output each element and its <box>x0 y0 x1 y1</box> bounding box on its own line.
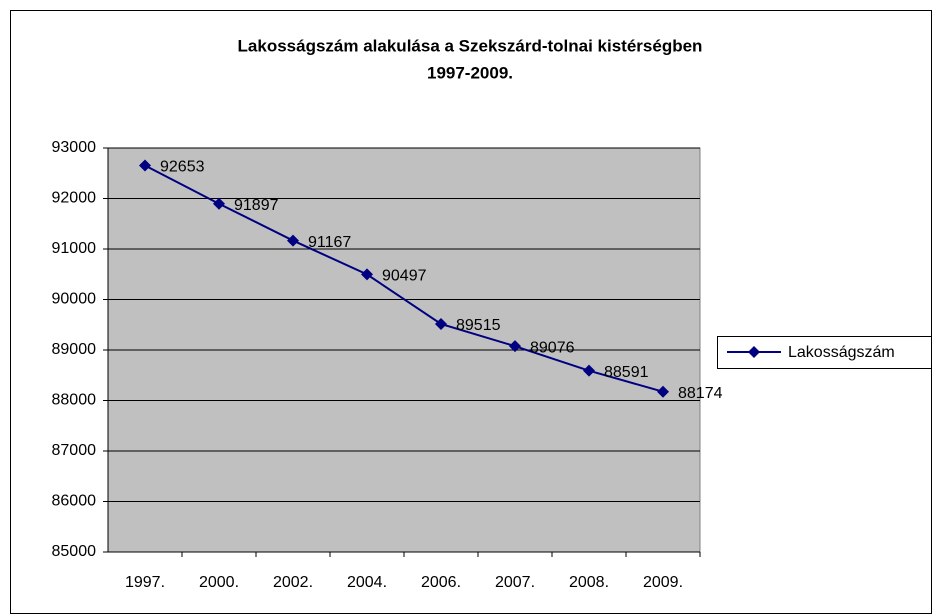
y-tick-label: 91000 <box>52 240 97 257</box>
x-tick-label: 2008. <box>569 574 609 591</box>
x-tick-label: 2002. <box>273 574 313 591</box>
chart-title: Lakosságszám alakulása a Szekszárd-tolna… <box>238 36 703 55</box>
data-label: 89515 <box>456 317 501 334</box>
data-label: 89076 <box>530 339 575 356</box>
data-point <box>287 234 299 247</box>
data-label: 91897 <box>234 197 279 214</box>
data-point <box>583 364 595 377</box>
data-label: 88174 <box>678 385 723 402</box>
data-point <box>361 268 373 281</box>
data-point <box>509 340 521 353</box>
legend-label: Lakosságszám <box>788 344 895 361</box>
data-point <box>657 385 669 398</box>
data-label: 88591 <box>604 364 649 381</box>
x-tick-label: 1997. <box>125 574 165 591</box>
data-label: 90497 <box>382 268 427 285</box>
chart-title: 1997-2009. <box>427 63 513 82</box>
x-tick-label: 2006. <box>421 574 461 591</box>
data-line <box>144 164 664 393</box>
data-label: 92653 <box>160 159 205 176</box>
x-tick-label: 2004. <box>347 574 387 591</box>
data-point <box>435 317 447 330</box>
data-label: 91167 <box>308 234 351 251</box>
y-tick-label: 90000 <box>52 291 97 308</box>
y-tick-label: 92000 <box>52 190 97 207</box>
data-point <box>213 197 225 210</box>
x-tick-label: 2009. <box>643 574 683 591</box>
y-tick-label: 88000 <box>52 392 97 409</box>
x-tick-label: 2000. <box>199 574 239 591</box>
y-tick-label: 85000 <box>52 543 97 560</box>
y-tick-label: 89000 <box>52 341 97 358</box>
y-tick-label: 87000 <box>52 442 97 459</box>
y-tick-label: 86000 <box>52 493 97 510</box>
x-tick-label: 2007. <box>495 574 535 591</box>
legend-marker <box>748 346 760 358</box>
data-point <box>139 159 151 172</box>
y-tick-label: 93000 <box>52 139 97 156</box>
